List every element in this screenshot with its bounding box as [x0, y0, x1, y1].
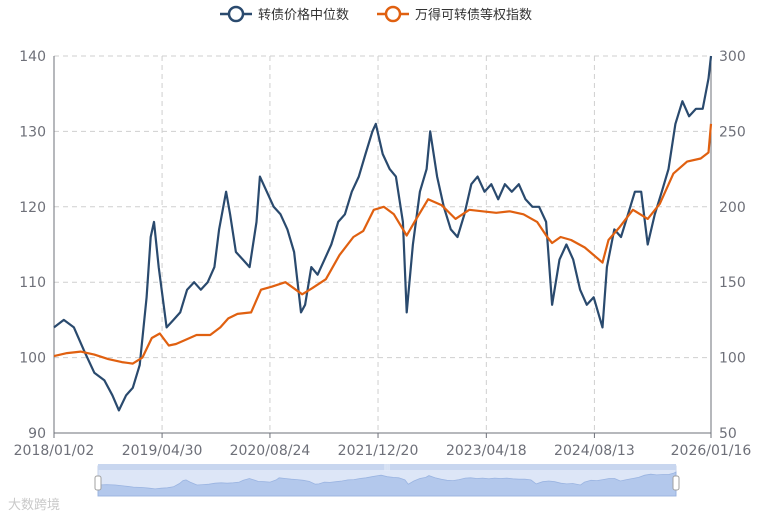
y-left-tick-label: 90: [28, 426, 46, 442]
legend-label: 万得可转债等权指数: [415, 7, 532, 23]
y-right-tick-label: 100: [719, 351, 746, 367]
x-tick-label: 2021/12/20: [338, 443, 419, 459]
legend-item-1[interactable]: 转债价格中位数: [220, 5, 349, 23]
series-line-2: [53, 123, 713, 365]
series-line-1: [53, 55, 713, 412]
x-tick-label: 2020/08/24: [230, 443, 311, 459]
y-right-tick-label: 50: [719, 426, 737, 442]
legend-marker: [227, 5, 245, 23]
data-zoom-slider[interactable]: |||: [94, 464, 680, 497]
x-tick-label: 2023/04/18: [446, 443, 527, 459]
legend-label: 转债价格中位数: [258, 7, 349, 23]
x-tick-label: 2019/04/30: [122, 443, 203, 459]
y-left-tick-label: 110: [19, 275, 46, 291]
legend-marker: [384, 5, 402, 23]
y-left-tick-label: 130: [19, 124, 46, 140]
zoom-top-bar: [98, 464, 676, 470]
zoom-preview-area: [97, 471, 677, 497]
zoom-handle-left[interactable]: [94, 475, 102, 491]
y-left-tick-label: 120: [19, 200, 46, 216]
y-right-tick-label: 150: [719, 275, 746, 291]
y-right-tick-label: 250: [719, 124, 746, 140]
y-left-tick-label: 100: [19, 351, 46, 367]
legend-item-2[interactable]: 万得可转债等权指数: [377, 5, 532, 23]
x-tick-label: 2024/08/13: [554, 443, 635, 459]
y-right-tick-label: 300: [719, 49, 746, 65]
watermark: 大数跨境: [8, 498, 61, 513]
zoom-grip-icon: |||: [384, 464, 390, 471]
x-tick-label: 2018/01/02: [14, 443, 95, 459]
y-left-tick-label: 140: [19, 49, 46, 65]
y-right-tick-label: 200: [719, 200, 746, 216]
x-tick-label: 2026/01/16: [671, 443, 752, 459]
zoom-handle-right[interactable]: [672, 475, 680, 491]
